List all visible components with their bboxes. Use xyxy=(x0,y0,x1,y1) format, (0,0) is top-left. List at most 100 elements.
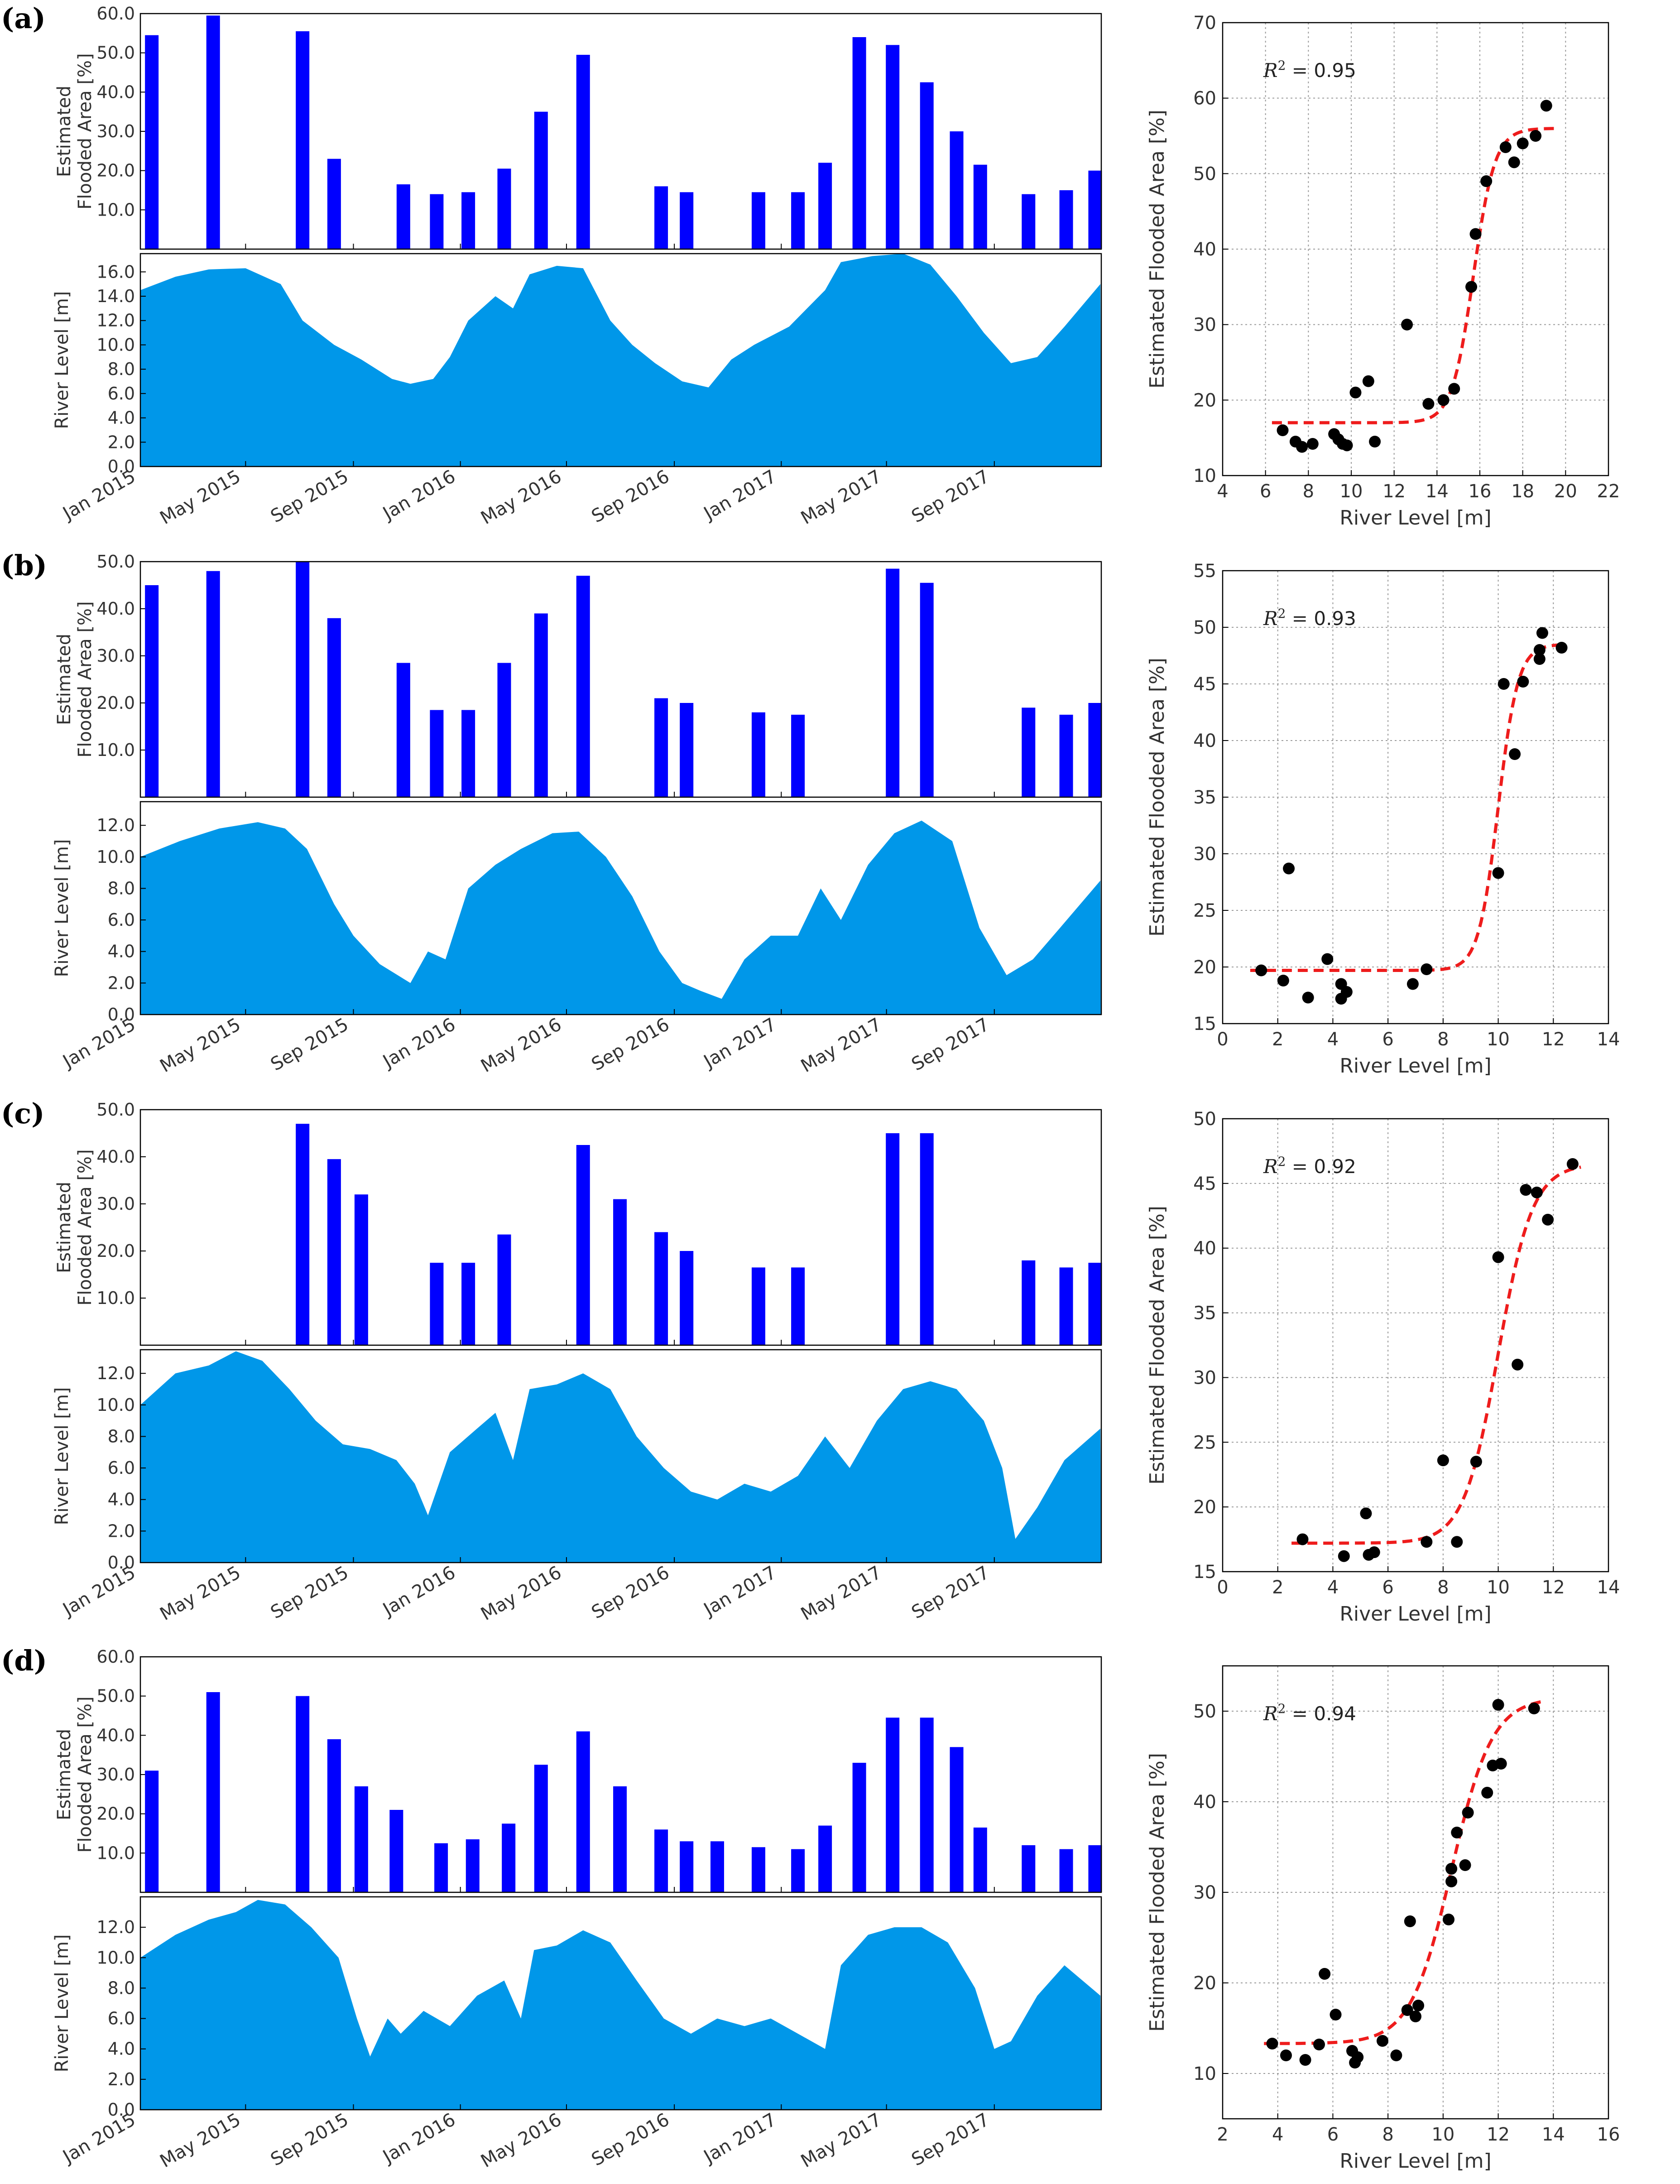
scatter-point xyxy=(1462,1807,1474,1818)
scatter-xtick-label: 2 xyxy=(1272,1577,1283,1598)
panel-label-c: (c) xyxy=(1,1097,44,1130)
r-squared-symbol: R xyxy=(1263,1703,1278,1725)
bar xyxy=(1088,170,1102,249)
scatter-xtick-label: 12 xyxy=(1487,2124,1510,2145)
scatter-ylabel: Estimated Flooded Area [%] xyxy=(1146,1206,1169,1485)
scatter-ytick-label: 60 xyxy=(1193,88,1216,109)
river-level-area xyxy=(140,254,1101,467)
level-ytick-label: 2.0 xyxy=(108,1521,135,1541)
scatter-point xyxy=(1362,375,1374,387)
scatter-ytick-label: 50 xyxy=(1193,1109,1216,1130)
bar xyxy=(327,1739,341,1892)
scatter-ytick-label: 30 xyxy=(1193,844,1216,865)
r-squared-equals: = xyxy=(1286,1703,1314,1725)
bar-frame xyxy=(139,1656,1102,1893)
scatter-frame xyxy=(1222,570,1609,1025)
bar-ylabel-line1: Estimated xyxy=(54,1182,75,1273)
scatter-ytick-label: 25 xyxy=(1193,900,1216,921)
scatter-ytick-label: 35 xyxy=(1193,1303,1216,1324)
scatter-point xyxy=(1306,438,1319,450)
level-ytick-label: 4.0 xyxy=(108,942,135,962)
bar xyxy=(680,703,694,797)
scatter-ylabel: Estimated Flooded Area [%] xyxy=(1146,110,1169,389)
r-squared-annotation: R2 = 0.93 xyxy=(1263,606,1356,630)
bar-ytick-label: 30.0 xyxy=(96,1194,135,1214)
scatter-point xyxy=(1451,1827,1463,1838)
bar xyxy=(434,1843,448,1892)
bar xyxy=(1088,1263,1102,1345)
bar xyxy=(327,1159,341,1345)
bar xyxy=(145,585,159,797)
bar-chart-2: 10.0 20.0 30.0 40.0 50.0 Estimated Flooded Are… xyxy=(54,1100,1102,1345)
bar xyxy=(654,186,668,249)
scatter-point xyxy=(1376,2035,1388,2047)
level-ytick-label: 6.0 xyxy=(108,2009,135,2029)
scatter-point xyxy=(1492,1251,1504,1263)
date-tick-label: Jan 2017 xyxy=(699,2109,780,2168)
level-ytick-label: 4.0 xyxy=(108,1490,135,1510)
bar xyxy=(354,1786,368,1892)
scatter-xtick-label: 20 xyxy=(1554,481,1577,502)
scatter-point xyxy=(1401,2004,1413,2016)
r-squared-value: 0.93 xyxy=(1314,607,1356,630)
bar xyxy=(1022,1260,1036,1345)
bar-ytick-label: 40.0 xyxy=(96,1725,135,1745)
logistic-fit-line xyxy=(1272,127,1557,424)
scatter-point xyxy=(1443,1914,1455,1925)
scatter-point xyxy=(1321,953,1334,965)
level-ytick-label: 8.0 xyxy=(108,359,135,379)
level-ytick-label: 10.0 xyxy=(96,847,135,867)
bar xyxy=(886,568,900,797)
river-level-area xyxy=(140,820,1101,1015)
scatter-xtick-label: 2 xyxy=(1272,1029,1283,1050)
scatter-xtick-label: 6 xyxy=(1260,481,1271,502)
bar xyxy=(852,1763,866,1892)
scatter-xtick-label: 4 xyxy=(1272,2124,1283,2145)
bar xyxy=(973,1828,987,1892)
bar xyxy=(1059,1267,1073,1345)
level-ytick-label: 12.0 xyxy=(96,311,135,331)
scatter-ytick-label: 30 xyxy=(1193,1367,1216,1388)
scatter-point xyxy=(1338,1550,1350,1562)
bar xyxy=(396,184,410,249)
scatter-point xyxy=(1459,1859,1471,1871)
date-tick-label: Jan 2017 xyxy=(699,1562,780,1621)
scatter-ytick-label: 40 xyxy=(1193,1792,1216,1813)
level-ytick-label: 16.0 xyxy=(96,262,135,282)
bar-chart-0: 10.0 20.0 30.0 40.0 50.0 60.0 Estimated Flooded… xyxy=(54,4,1102,250)
scatter-xtick-label: 14 xyxy=(1426,481,1449,502)
scatter-ytick-label: 15 xyxy=(1193,1014,1216,1034)
bar xyxy=(654,1829,668,1892)
level-ylabel: River Level [m] xyxy=(52,1934,72,2073)
scatter-point xyxy=(1540,100,1552,112)
r-squared-value: 0.94 xyxy=(1314,1703,1356,1725)
scatter-point xyxy=(1360,1507,1372,1520)
scatter-point xyxy=(1445,1876,1458,1887)
bar-frame xyxy=(139,561,1102,798)
date-tick-label: Sep 2015 xyxy=(267,1562,352,1623)
level-ytick-label: 4.0 xyxy=(108,2039,135,2059)
scatter-point xyxy=(1401,318,1413,331)
bar xyxy=(497,1234,511,1345)
bar xyxy=(534,613,548,797)
scatter-point xyxy=(1492,1699,1504,1711)
bar-ytick-label: 20.0 xyxy=(96,161,135,181)
bar xyxy=(920,1717,934,1892)
bar-ytick-label: 10.0 xyxy=(96,740,135,760)
scatter-xtick-label: 14 xyxy=(1597,1029,1620,1050)
scatter-ytick-label: 50 xyxy=(1193,1701,1216,1722)
scatter-point xyxy=(1369,436,1381,447)
bar xyxy=(920,82,934,249)
bar xyxy=(751,1267,765,1345)
r-squared-value: 0.95 xyxy=(1314,59,1356,82)
level-frame xyxy=(139,1896,1102,2111)
logistic-fit-line xyxy=(1291,1165,1581,1545)
level-ytick-label: 0.0 xyxy=(108,457,135,476)
scatter-xtick-label: 18 xyxy=(1511,481,1534,502)
bar-ytick-label: 60.0 xyxy=(96,4,135,24)
scatter-point xyxy=(1349,386,1362,399)
scatter-xlabel: River Level [m] xyxy=(1339,1602,1491,1626)
bar xyxy=(886,1133,900,1345)
scatter-ytick-label: 40 xyxy=(1193,1238,1216,1259)
